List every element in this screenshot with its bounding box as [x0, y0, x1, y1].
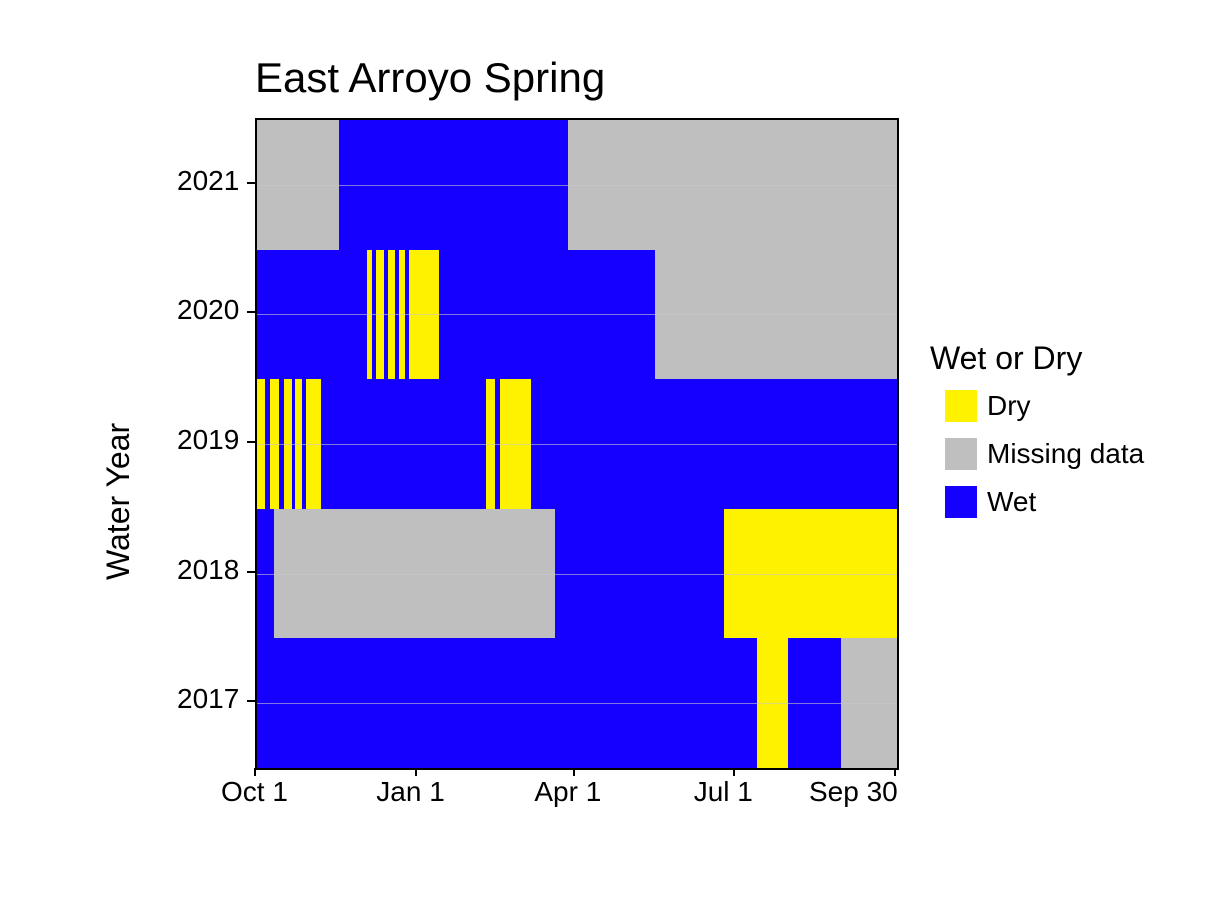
- y-tick-mark: [247, 571, 255, 573]
- gridline-h: [257, 185, 897, 186]
- legend-swatch: [945, 438, 977, 470]
- x-tick-mark: [573, 768, 575, 776]
- chart-title: East Arroyo Spring: [255, 54, 605, 102]
- legend-swatch: [945, 486, 977, 518]
- gridline-h: [257, 703, 897, 704]
- x-tick-label: Apr 1: [534, 776, 601, 808]
- y-tick-label: 2020: [177, 294, 239, 326]
- y-tick-mark: [247, 700, 255, 702]
- y-tick-mark: [247, 441, 255, 443]
- heatmap-chart: East Arroyo Spring Water Year 2021 2020 20…: [60, 30, 1160, 880]
- legend-label: Wet: [987, 486, 1036, 518]
- y-tick-mark: [247, 311, 255, 313]
- gridline-h: [257, 314, 897, 315]
- x-tick-label: Jan 1: [376, 776, 445, 808]
- legend-swatch: [945, 390, 977, 422]
- legend-item: Missing data: [945, 438, 1144, 470]
- legend-item: Wet: [945, 486, 1036, 518]
- x-tick-label: Jul 1: [694, 776, 753, 808]
- legend-item: Dry: [945, 390, 1031, 422]
- x-tick-label: Sep 30: [809, 776, 898, 808]
- y-tick-mark: [247, 182, 255, 184]
- x-tick-label: Oct 1: [221, 776, 288, 808]
- y-tick-label: 2017: [177, 683, 239, 715]
- y-tick-label: 2019: [177, 424, 239, 456]
- plot-area: [255, 118, 899, 770]
- x-tick-mark: [254, 768, 256, 776]
- gridline-h: [257, 574, 897, 575]
- x-tick-mark: [894, 768, 896, 776]
- legend-title: Wet or Dry: [930, 340, 1082, 377]
- y-tick-label: 2021: [177, 165, 239, 197]
- x-tick-mark: [415, 768, 417, 776]
- x-tick-mark: [733, 768, 735, 776]
- y-tick-label: 2018: [177, 554, 239, 586]
- y-axis-label: Water Year: [100, 423, 137, 580]
- gridline-h: [257, 444, 897, 445]
- legend-label: Dry: [987, 390, 1031, 422]
- legend-label: Missing data: [987, 438, 1144, 470]
